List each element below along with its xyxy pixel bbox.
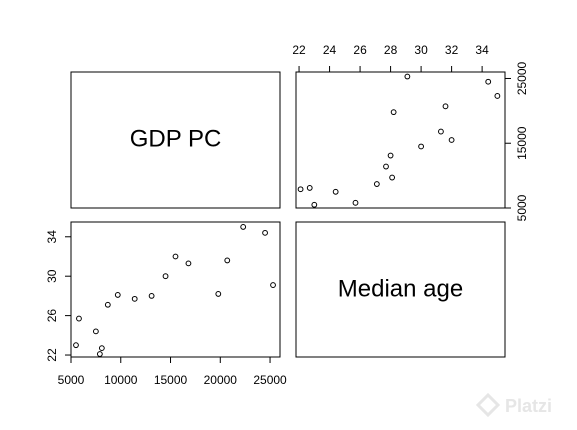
point-age-vs-gdp-5: [373, 181, 380, 187]
tick-label-bottom-10000: 10000: [104, 373, 138, 387]
point-age-vs-gdp-3: [297, 186, 304, 193]
tick-label-top-22: 22: [292, 43, 306, 57]
point-age-vs-gdp-4: [306, 185, 313, 191]
point-gdp-vs-age-14: [240, 224, 247, 230]
point-gdp-vs-age-3: [96, 351, 103, 357]
point-age-vs-gdp-6: [389, 174, 396, 181]
point-gdp-vs-age-15: [262, 229, 268, 236]
point-gdp-vs-age-5: [104, 301, 111, 308]
point-gdp-vs-age-16: [270, 282, 276, 288]
point-age-vs-gdp-7: [383, 163, 389, 170]
tick-label-right-5000: 5000: [515, 194, 529, 221]
tick-label-left-30: 30: [45, 269, 59, 283]
panel-scatter-bottom-left: [70, 221, 281, 358]
diag-label-age: Median age: [338, 275, 463, 302]
point-gdp-vs-age-0: [73, 342, 79, 349]
platzi-watermark: Platzi: [475, 392, 552, 418]
panel-scatter-top-right: [295, 71, 506, 209]
tick-label-top-32: 32: [445, 43, 459, 57]
tick-label-top-34: 34: [475, 43, 489, 57]
point-gdp-vs-age-8: [148, 293, 155, 299]
points-top-right: [297, 73, 501, 208]
tick-label-left-22: 22: [45, 348, 59, 362]
point-gdp-vs-age-6: [114, 292, 121, 298]
tick-label-top-26: 26: [353, 43, 367, 57]
panel-gdp-label: [70, 71, 281, 209]
point-age-vs-gdp-12: [390, 109, 397, 116]
point-age-vs-gdp-11: [438, 128, 444, 135]
points-bottom-left: [73, 224, 276, 357]
point-age-vs-gdp-16: [404, 73, 411, 80]
tick-label-top-24: 24: [323, 43, 337, 57]
platzi-logo-icon: [475, 392, 501, 418]
point-gdp-vs-age-11: [185, 260, 192, 267]
point-age-vs-gdp-15: [485, 78, 492, 85]
point-gdp-vs-age-10: [172, 253, 179, 260]
tick-label-bottom-20000: 20000: [204, 373, 238, 387]
tick-label-right-15000: 15000: [515, 126, 529, 160]
point-age-vs-gdp-1: [352, 199, 359, 206]
point-age-vs-gdp-2: [332, 188, 339, 195]
point-age-vs-gdp-10: [448, 137, 455, 143]
tick-label-top-30: 30: [414, 43, 428, 57]
point-age-vs-gdp-13: [442, 103, 449, 110]
watermark-text: Platzi: [505, 396, 552, 416]
point-age-vs-gdp-14: [494, 93, 501, 99]
tick-label-bottom-15000: 15000: [154, 373, 188, 387]
point-age-vs-gdp-9: [418, 143, 424, 150]
point-gdp-vs-age-2: [92, 328, 99, 335]
point-gdp-vs-age-4: [98, 345, 105, 352]
axes-group: 22 24 26 28 30 32 34 5000 15000 25000 5000 10000 150…: [45, 43, 529, 387]
point-gdp-vs-age-7: [131, 295, 138, 302]
point-gdp-vs-age-12: [215, 291, 222, 297]
tick-label-left-34: 34: [45, 230, 59, 244]
tick-label-top-28: 28: [384, 43, 398, 57]
point-age-vs-gdp-8: [387, 152, 394, 159]
point-gdp-vs-age-9: [162, 273, 169, 280]
diag-label-gdp: GDP PC: [130, 125, 222, 152]
panel-age-label: [295, 221, 506, 358]
tick-label-bottom-25000: 25000: [253, 373, 287, 387]
point-age-vs-gdp-0: [311, 201, 318, 208]
tick-label-left-26: 26: [45, 309, 59, 323]
tick-label-right-25000: 25000: [515, 61, 529, 95]
point-gdp-vs-age-13: [224, 257, 231, 264]
point-gdp-vs-age-1: [76, 315, 82, 322]
tick-label-bottom-5000: 5000: [58, 373, 85, 387]
